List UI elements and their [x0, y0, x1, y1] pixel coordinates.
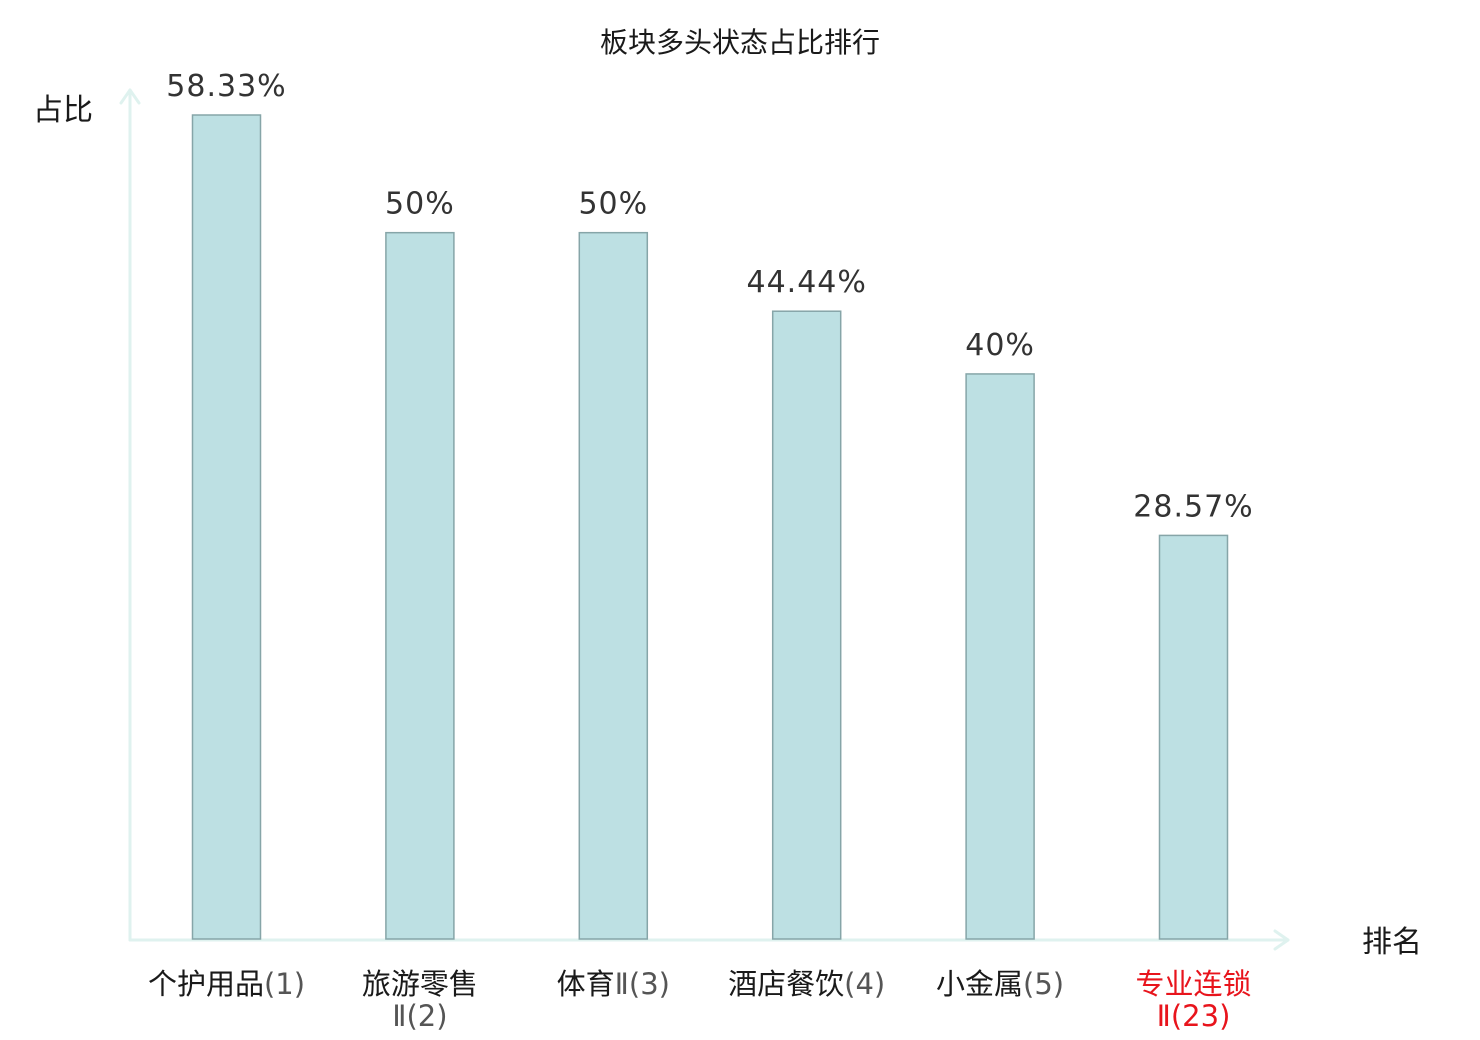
bar: [965, 373, 1035, 940]
value-label: 58.33%: [166, 69, 286, 104]
category-rank-label: Ⅱ(2): [392, 999, 447, 1033]
value-labels-group: 58.33% 50% 50% 44.44% 40% 28.57%: [166, 69, 1253, 524]
bar: [191, 114, 262, 940]
value-label: 40%: [965, 328, 1035, 363]
value-label: 44.44%: [747, 265, 867, 300]
category-rank-label: Ⅱ(23): [1157, 999, 1231, 1033]
x-axis-arrow: [1273, 929, 1290, 951]
bars-group: [191, 114, 1229, 940]
bar: [385, 231, 455, 940]
value-label: 28.57%: [1133, 489, 1253, 524]
y-axis-label: 占比: [33, 93, 93, 128]
chart-title: 板块多头状态占比排行: [600, 26, 880, 59]
value-label: 50%: [385, 187, 455, 222]
axes: [119, 88, 1290, 951]
bar: [771, 310, 842, 940]
category-label: 旅游零售: [362, 967, 478, 1001]
category-label: 专业连锁: [1135, 967, 1251, 1001]
category-label: 体育Ⅱ(3): [557, 967, 670, 1001]
bar: [1158, 534, 1229, 940]
x-axis-label: 排名: [1362, 925, 1422, 960]
bar: [578, 231, 649, 940]
category-label: 小金属(5): [936, 967, 1064, 1001]
category-label: 酒店餐饮(4): [728, 967, 885, 1001]
y-axis-arrow: [119, 88, 141, 105]
value-label: 50%: [578, 187, 648, 222]
category-label: 个护用品(1): [148, 967, 305, 1001]
